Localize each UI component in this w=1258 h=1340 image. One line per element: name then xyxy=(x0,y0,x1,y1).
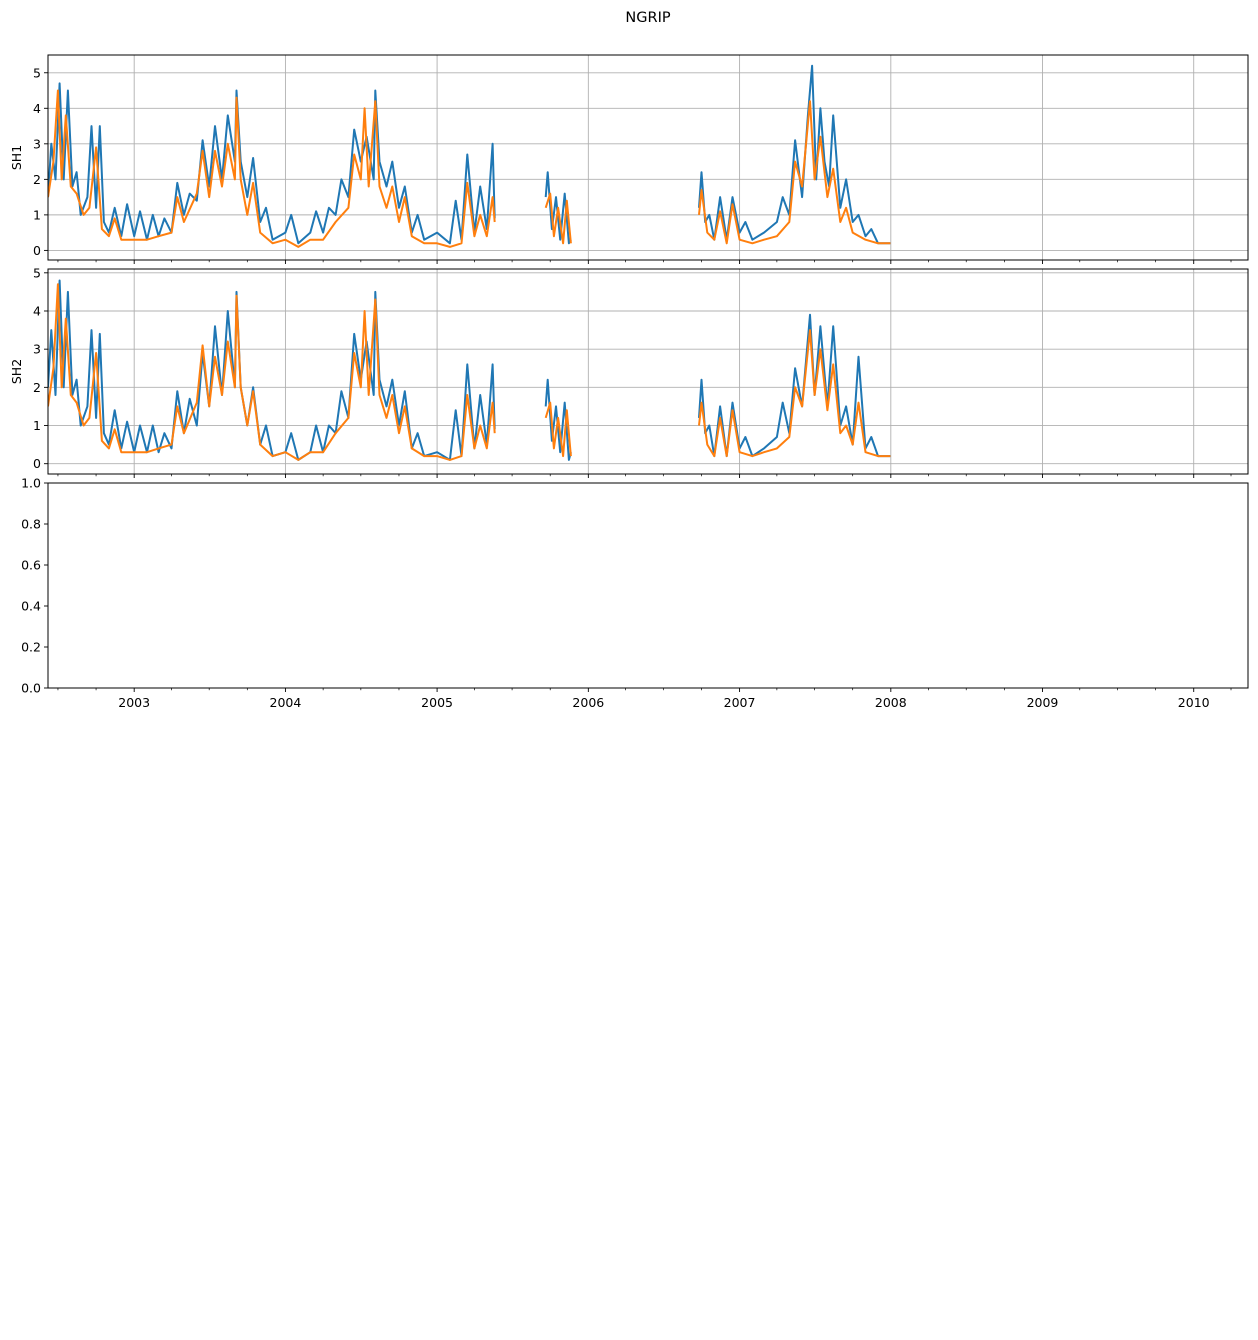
y-tick-label: 0.2 xyxy=(21,640,41,655)
axes-layer: 0 1 2 3 4 5 SH1 0 1 2 3 4 5 SH2 0.0 0.2 0.4 0.6 0.8 1.0 2003… xyxy=(9,54,1249,710)
panel-1: 0 1 2 3 4 5 SH1 xyxy=(9,54,1249,264)
y-tick-label: 0.8 xyxy=(21,517,41,532)
y-tick-label: 0.6 xyxy=(21,558,41,573)
axes-frame xyxy=(47,268,1249,475)
x-tick-label: 2006 xyxy=(572,695,604,710)
y-axis-label: SH1 xyxy=(9,145,24,170)
y-tick-label: 5 xyxy=(33,265,41,280)
series-line-2 xyxy=(48,283,891,461)
y-tick-label: 3 xyxy=(33,342,41,357)
x-tick-label: 2005 xyxy=(421,695,453,710)
y-tick-label: 2 xyxy=(33,172,41,187)
series-line-2 xyxy=(48,89,891,248)
figure-title: NGRIP xyxy=(625,10,670,26)
y-tick-label: 0 xyxy=(33,456,41,471)
y-tick-label: 0.4 xyxy=(21,599,41,614)
y-tick-label: 4 xyxy=(33,303,41,318)
x-tick-label: 2009 xyxy=(1027,695,1059,710)
series-line-1 xyxy=(48,64,891,245)
y-tick-label: 1 xyxy=(33,207,41,222)
x-tick-label: 2007 xyxy=(724,695,756,710)
x-tick-label: 2008 xyxy=(875,695,907,710)
x-tick-label: 2004 xyxy=(270,695,302,710)
axes-frame xyxy=(47,482,1249,689)
y-tick-label: 4 xyxy=(33,101,41,116)
y-tick-label: 2 xyxy=(33,380,41,395)
x-tick-label: 2003 xyxy=(118,695,150,710)
y-tick-label: 0.0 xyxy=(21,681,41,696)
y-tick-label: 3 xyxy=(33,136,41,151)
panel-3: 0.0 0.2 0.4 0.6 0.8 1.0 2003 2004 2005 2006 2007 20… xyxy=(21,476,1249,710)
y-tick-label: 1 xyxy=(33,418,41,433)
axes-frame xyxy=(47,54,1249,261)
x-tick-label: 2010 xyxy=(1178,695,1210,710)
y-tick-label: 0 xyxy=(33,243,41,258)
y-tick-label: 1.0 xyxy=(21,476,41,491)
y-axis-label: SH2 xyxy=(9,359,24,384)
y-tick-label: 5 xyxy=(33,65,41,80)
panel-2: 0 1 2 3 4 5 SH2 xyxy=(9,265,1249,478)
